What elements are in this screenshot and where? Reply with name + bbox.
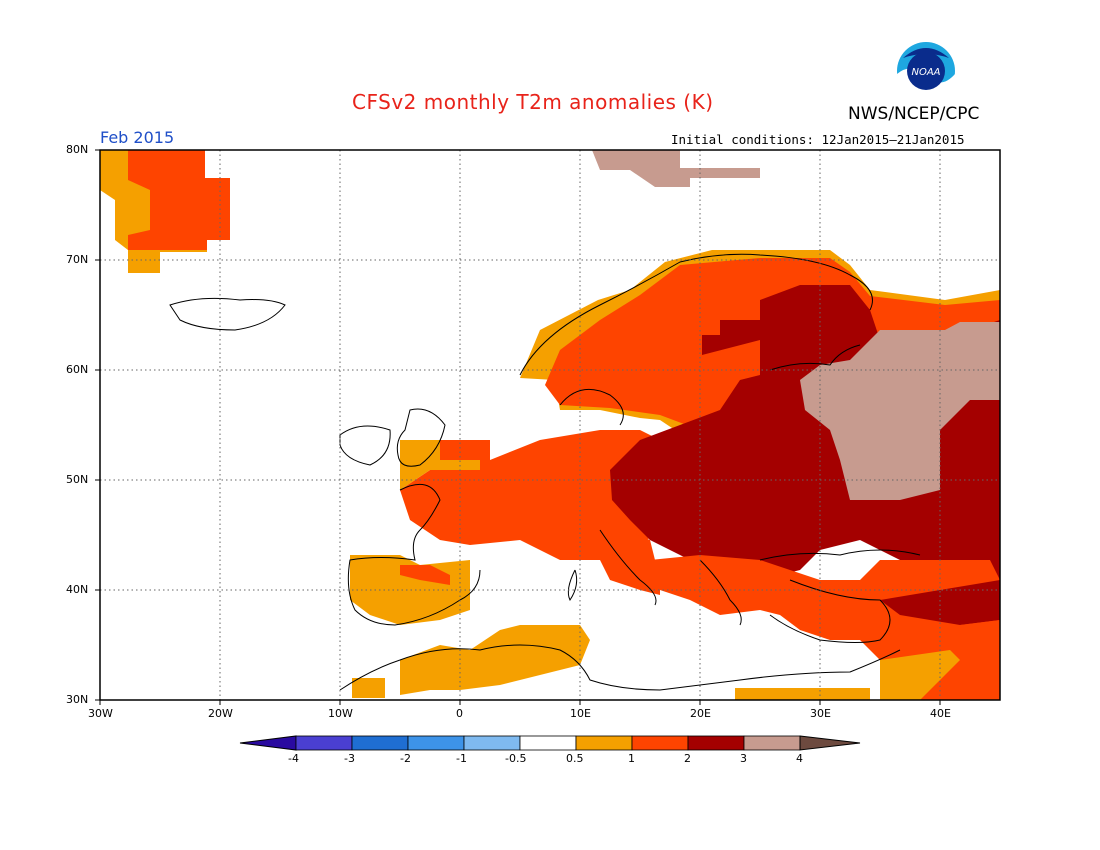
map-grid xyxy=(100,150,1000,700)
anomaly-region xyxy=(352,678,385,698)
anomaly-region xyxy=(400,625,590,695)
anomaly-region xyxy=(400,440,480,490)
lat-label: 60N xyxy=(66,363,89,376)
lon-label: 10E xyxy=(570,707,591,720)
legend-label: -1 xyxy=(456,752,467,765)
lon-label: 10W xyxy=(328,707,353,720)
lat-label: 40N xyxy=(66,583,89,596)
anomaly-region xyxy=(800,322,1000,500)
anomaly-region xyxy=(702,320,760,355)
map-ticks xyxy=(95,149,941,705)
svg-text:NOAA: NOAA xyxy=(911,67,940,78)
organization-label: NWS/NCEP/CPC xyxy=(848,104,980,124)
lon-label: 20E xyxy=(690,707,711,720)
legend-label: -4 xyxy=(288,752,299,765)
lon-label: 40E xyxy=(930,707,951,720)
anomaly-fills xyxy=(100,150,1000,700)
lat-label: 70N xyxy=(66,253,89,266)
noaa-logo-icon: NOAA xyxy=(897,42,955,102)
anomaly-region xyxy=(128,150,230,250)
legend-label: -2 xyxy=(400,752,411,765)
anomaly-region xyxy=(735,688,870,700)
legend-label: 4 xyxy=(796,752,803,765)
lon-label: 30E xyxy=(810,707,831,720)
anomaly-region xyxy=(592,150,760,187)
anomaly-region xyxy=(880,650,960,700)
forecast-month: Feb 2015 xyxy=(100,128,175,147)
legend-label: 0.5 xyxy=(566,752,584,765)
coastlines xyxy=(169,253,921,691)
map-title: CFSv2 monthly T2m anomalies (K) xyxy=(352,90,714,114)
lat-label: 30N xyxy=(66,693,89,706)
anomaly-region xyxy=(880,580,1000,625)
lat-label: 50N xyxy=(66,473,89,486)
legend-label: 3 xyxy=(740,752,747,765)
initial-conditions: Initial conditions: 12Jan2015–21Jan2015 xyxy=(671,132,965,147)
anomaly-region xyxy=(400,565,450,585)
legend-label: -3 xyxy=(344,752,355,765)
legend-label: 2 xyxy=(684,752,691,765)
legend-label: 1 xyxy=(628,752,635,765)
lon-label: 30W xyxy=(88,707,113,720)
lat-label: 80N xyxy=(66,143,89,156)
lon-label: 0 xyxy=(456,707,463,720)
map-frame xyxy=(99,149,1001,701)
lon-label: 20W xyxy=(208,707,233,720)
anomaly-region xyxy=(600,520,660,595)
legend-label: -0.5 xyxy=(505,752,527,765)
